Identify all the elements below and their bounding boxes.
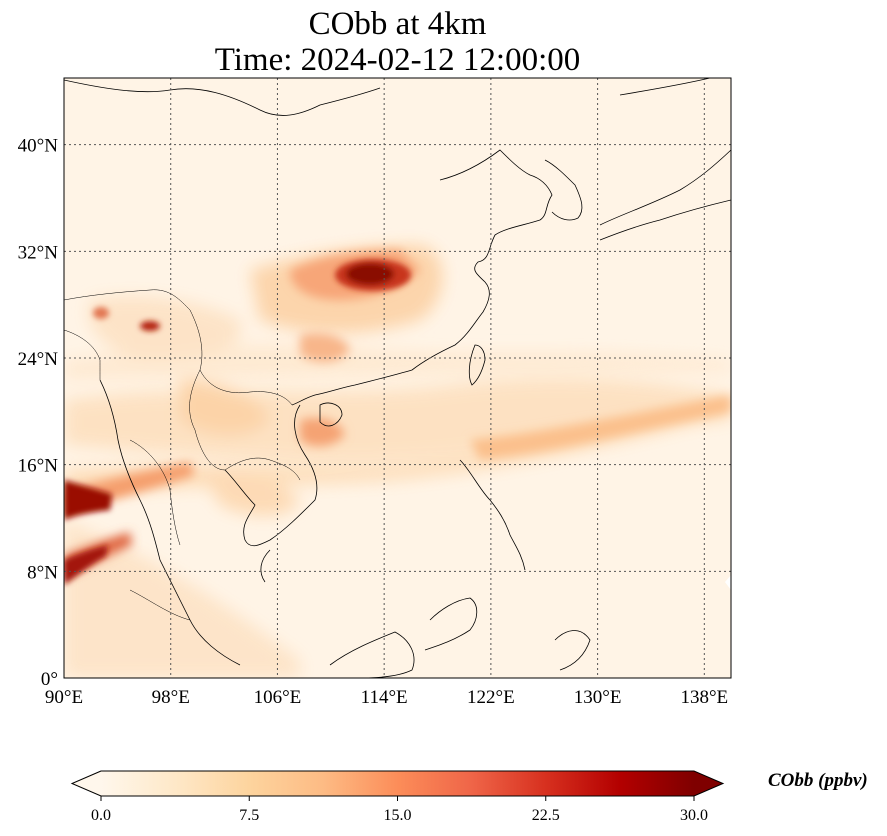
- colorbar: 0.0 7.5 15.0 22.5 30.0: [70, 770, 725, 824]
- lat-tick-label: 24°N: [18, 349, 59, 370]
- colorbar-extend-max: [694, 771, 723, 796]
- map-panel: [64, 78, 731, 678]
- lon-tick-label: 114°E: [361, 687, 408, 708]
- colorbar-tick-label: 30.0: [680, 807, 708, 824]
- lat-tick-label: 40°N: [18, 136, 59, 157]
- colorbar-ramp: [101, 771, 694, 796]
- lat-tick-label: 32°N: [18, 242, 59, 263]
- map-frame: [63, 77, 732, 679]
- map-timestamp: Time: 2024-02-12 12:00:00: [214, 42, 581, 78]
- colorbar-tick-label: 22.5: [532, 807, 560, 824]
- country-borders: [64, 289, 301, 621]
- colorbar-ticks: 0.0 7.5 15.0 22.5 30.0: [91, 796, 708, 824]
- gridlines: [64, 78, 731, 678]
- lat-tick-label: 8°N: [27, 562, 58, 583]
- lon-tick-label: 122°E: [467, 687, 515, 708]
- lat-tick-label: 16°N: [18, 456, 59, 477]
- colorbar-label: CObb (ppbv): [768, 770, 868, 791]
- lon-tick-label: 138°E: [680, 687, 728, 708]
- lon-tick-labels: 90°E 98°E 106°E 114°E 122°E 130°E 138°E: [45, 687, 728, 708]
- lon-tick-label: 90°E: [45, 687, 83, 708]
- lon-tick-label: 98°E: [152, 687, 190, 708]
- lon-tick-label: 106°E: [254, 687, 302, 708]
- lat-tick-label: 0°: [41, 669, 58, 690]
- no-data-patch: [725, 575, 731, 590]
- colorbar-tick-label: 15.0: [384, 807, 412, 824]
- coastlines: [64, 78, 731, 678]
- colorbar-tick-label: 0.0: [91, 807, 111, 824]
- colorbar-tick-label: 7.5: [239, 807, 259, 824]
- lon-tick-label: 130°E: [574, 687, 622, 708]
- map-title: CObb at 4km: [308, 6, 487, 42]
- lat-tick-labels: 0° 8°N 16°N 24°N 32°N 40°N: [18, 136, 59, 690]
- concentration-field: [64, 245, 731, 678]
- colorbar-extend-min: [72, 771, 101, 796]
